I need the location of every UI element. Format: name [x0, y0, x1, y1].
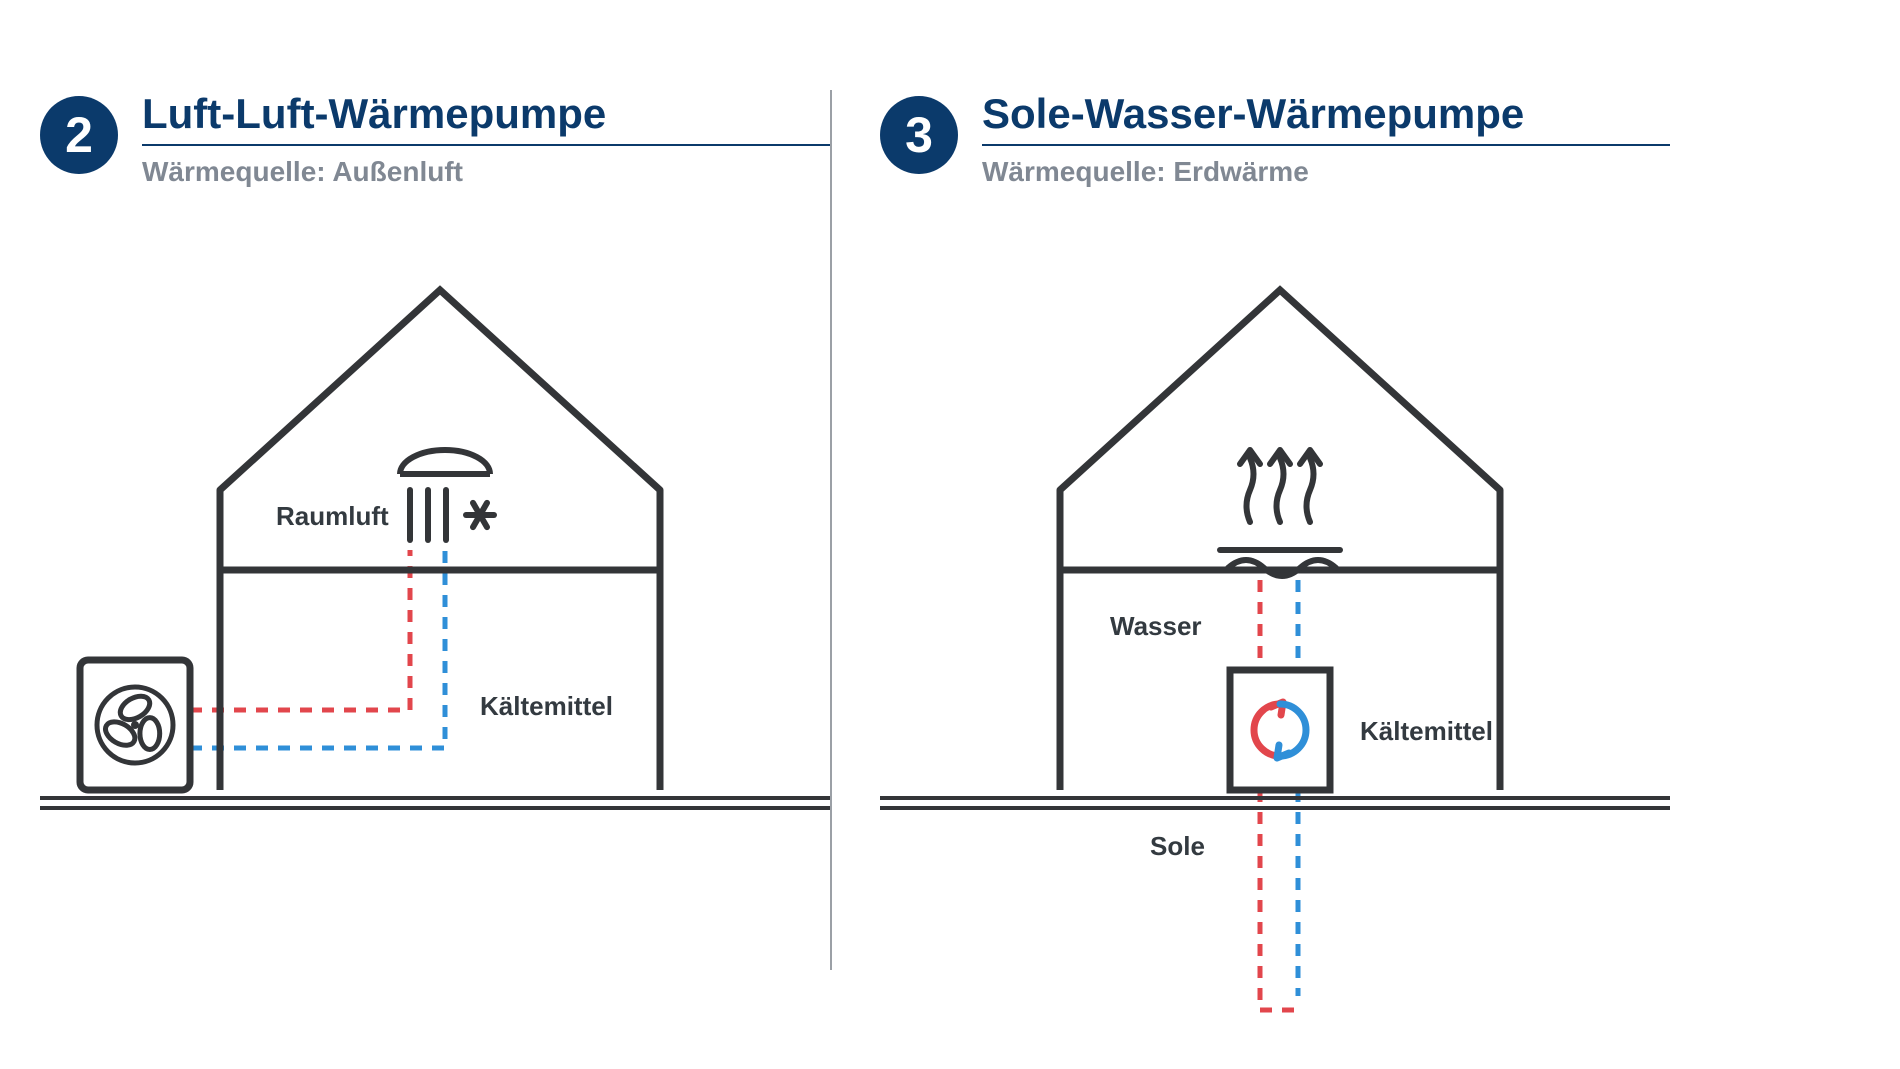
heatpump-unit: [1230, 670, 1330, 790]
pipe-cold: [190, 550, 445, 748]
title-block: Luft-Luft-Wärmepumpe Wärmequelle: Außenl…: [142, 90, 830, 188]
diagram-label: Wasser: [1110, 611, 1202, 641]
heat-arrow: [1307, 458, 1314, 522]
panel-title: Luft-Luft-Wärmepumpe: [142, 90, 830, 146]
panel-title: Sole-Wasser-Wärmepumpe: [982, 90, 1670, 146]
house-diagram-air-air: Raumluft Kältemittel: [40, 250, 830, 900]
page-root: 2 Luft-Luft-Wärmepumpe Wärmequelle: Auße…: [0, 0, 1900, 1069]
panel-subtitle: Wärmequelle: Erdwärme: [982, 156, 1670, 188]
diagram-brine-water: Wasser Kältemittel Sole: [880, 250, 1670, 1069]
diagram-label: Sole: [1150, 831, 1205, 861]
diagram-label: Raumluft: [276, 501, 389, 531]
panel-brine-water: 3 Sole-Wasser-Wärmepumpe Wärmequelle: Er…: [880, 90, 1670, 970]
panel-header: 2 Luft-Luft-Wärmepumpe Wärmequelle: Auße…: [40, 90, 830, 188]
diagram-label: Kältemittel: [1360, 716, 1493, 746]
pipe-hot-brine: [1260, 790, 1298, 1010]
number-badge: 3: [880, 96, 958, 174]
panel-air-air: 2 Luft-Luft-Wärmepumpe Wärmequelle: Auße…: [40, 90, 830, 970]
heat-arrow: [1247, 458, 1254, 522]
heat-arrow: [1277, 458, 1284, 522]
panel-header: 3 Sole-Wasser-Wärmepumpe Wärmequelle: Er…: [880, 90, 1670, 188]
house-diagram-brine-water: Wasser Kältemittel Sole: [880, 250, 1670, 1069]
indoor-unit: [400, 450, 490, 474]
diagram-label: Kältemittel: [480, 691, 613, 721]
number-badge: 2: [40, 96, 118, 174]
center-divider: [830, 90, 832, 970]
title-block: Sole-Wasser-Wärmepumpe Wärmequelle: Erdw…: [982, 90, 1670, 188]
panel-subtitle: Wärmequelle: Außenluft: [142, 156, 830, 188]
diagram-air-air: Raumluft Kältemittel: [40, 250, 830, 900]
